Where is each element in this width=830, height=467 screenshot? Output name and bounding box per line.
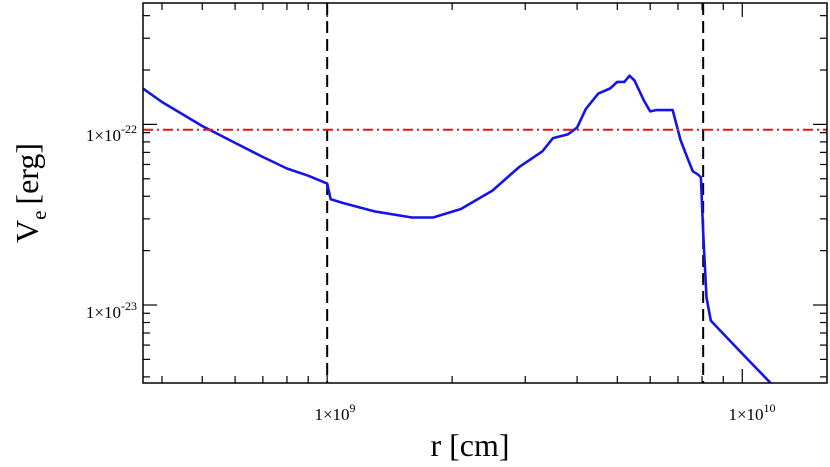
x-axis-title: r [cm] <box>430 427 509 463</box>
y-axis-title: Ve[erg] <box>9 143 51 243</box>
x-tick-label-2: 1×1010 <box>728 401 775 424</box>
y-tick-label-1: 1×10-22 <box>86 122 137 145</box>
plot-area <box>143 3 827 383</box>
series-line-1 <box>143 74 772 383</box>
y-tick-label-2: 1×10-23 <box>86 299 137 322</box>
plot-frame <box>142 2 828 384</box>
x-tick-label-1: 1×109 <box>314 401 355 424</box>
ticks <box>143 3 827 383</box>
